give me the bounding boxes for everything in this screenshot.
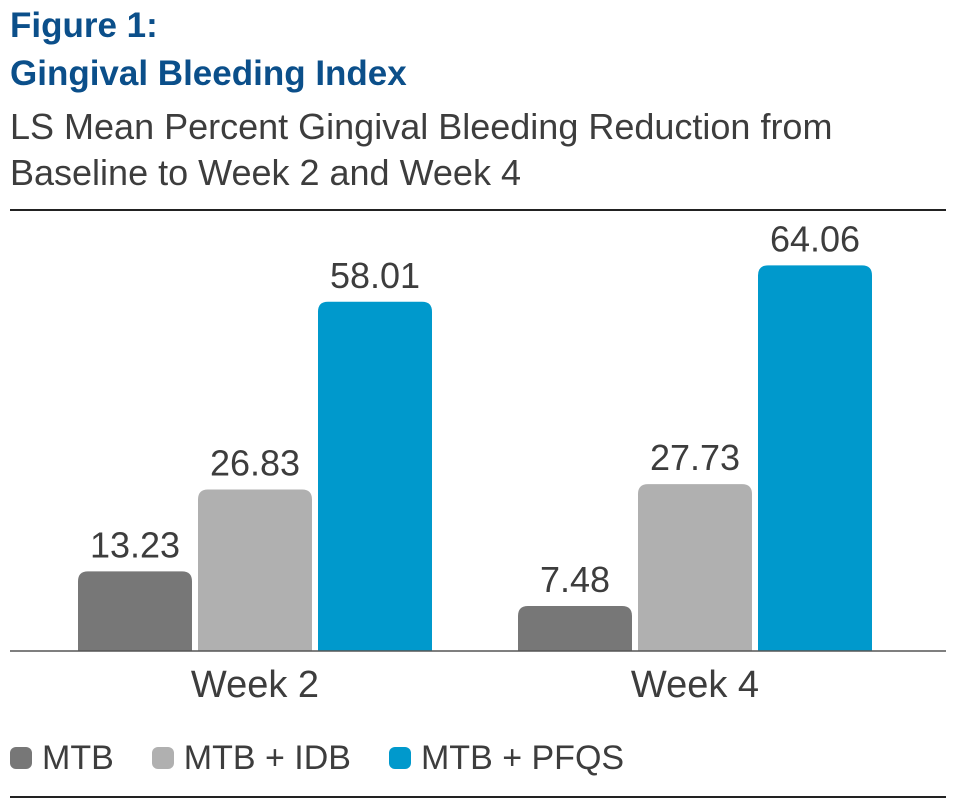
legend-item-1: MTB [10,739,114,778]
legend-swatch [10,747,32,769]
data-label: 13.23 [90,524,180,565]
bar-week-2-series-2 [198,489,312,651]
legend-label: MTB + IDB [183,738,351,777]
legend-swatch [151,747,174,769]
chart-subtitle: LS Mean Percent Gingival Bleeding Reduct… [10,106,833,193]
legend-item-2: MTB + IDB [151,738,351,778]
bar-week-2-series-1 [78,571,192,651]
bar-week-4-series-2 [638,484,752,651]
x-tick-label: Week 2 [191,664,319,706]
legend-label: MTB [42,738,114,777]
top-rule [10,209,946,211]
data-label: 7.48 [540,559,610,600]
figure-title: Gingival Bleeding Index [10,54,407,93]
bar-week-4-series-3 [758,265,872,651]
bar-week-2-series-3 [318,301,432,651]
bottom-rule [10,796,946,798]
data-label: 64.06 [770,218,860,259]
legend-label: MTB + PFQS [420,738,625,777]
legend-swatch [388,747,411,769]
bar-chart: 13.23 26.83 58.01 Week 2 7.48 27.73 64.06 Week … [10,218,946,706]
figure-label: Figure 1: [10,6,158,45]
legend-item-3: MTB + PFQS [388,738,625,778]
data-label: 58.01 [330,255,420,296]
bar-week-4-series-1 [518,605,632,651]
data-label: 27.73 [650,437,740,478]
data-label: 26.83 [210,442,300,483]
x-tick-label: Week 4 [631,664,759,706]
legend: MTB MTB + IDB MTB + PFQS [10,736,662,780]
